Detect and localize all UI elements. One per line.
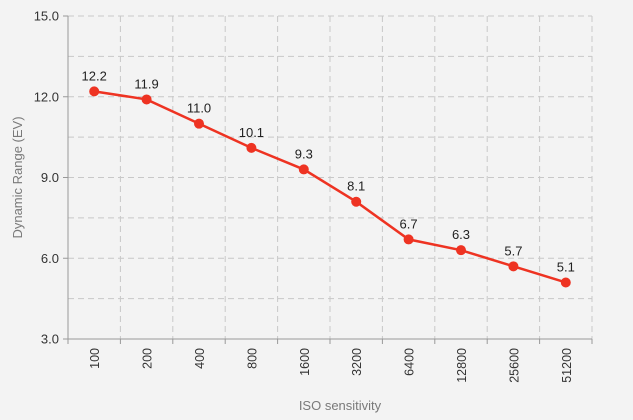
axes <box>63 15 593 344</box>
data-label: 9.3 <box>295 146 313 161</box>
data-label: 5.7 <box>504 243 522 258</box>
data-label: 11.0 <box>187 101 211 116</box>
data-point <box>298 164 309 175</box>
data-label: 5.1 <box>557 259 575 274</box>
data-label: 10.1 <box>239 125 264 140</box>
x-tick-labels: 100 200 400 800 1600 3200 6400 12800 25600 51200 <box>88 348 574 383</box>
data-label: 12.2 <box>82 68 107 83</box>
data-label: 6.7 <box>400 216 418 231</box>
data-labels: 12.2 11.9 11.0 10.1 9.3 8.1 6.7 6.3 5.7 5.1 <box>82 68 575 274</box>
y-tick-label: 12.0 <box>34 89 59 104</box>
series-dynamic-range <box>89 86 571 288</box>
x-tick-label: 400 <box>193 348 207 369</box>
data-point <box>89 86 100 97</box>
x-tick-label: 51200 <box>560 348 574 383</box>
x-tick-label: 12800 <box>455 348 469 383</box>
y-tick-label: 3.0 <box>41 332 59 347</box>
data-point <box>351 196 362 207</box>
x-tick-label: 3200 <box>350 348 364 376</box>
data-point <box>246 142 257 153</box>
data-point <box>194 118 204 129</box>
y-tick-label: 15.0 <box>34 9 59 24</box>
x-tick-label: 6400 <box>403 348 417 376</box>
data-label: 11.9 <box>134 76 158 91</box>
x-tick-label: 25600 <box>507 348 521 383</box>
y-axis-title: Dynamic Range (EV) <box>10 116 25 238</box>
data-point <box>560 277 571 288</box>
x-tick-label: 200 <box>141 348 155 369</box>
y-tick-label: 6.0 <box>41 251 59 266</box>
y-tick-labels: 3.0 6.0 9.0 12.0 15.0 <box>34 9 59 347</box>
y-tick-label: 9.0 <box>41 170 59 185</box>
x-tick-label: 100 <box>88 348 102 369</box>
series-line <box>94 90 567 284</box>
data-label: 6.3 <box>452 227 470 242</box>
x-axis-title: ISO sensitivity <box>299 398 382 413</box>
data-point <box>508 261 519 272</box>
data-point <box>403 234 414 245</box>
x-tick-label: 800 <box>245 348 259 369</box>
data-label: 8.1 <box>347 179 365 194</box>
x-tick-label: 1600 <box>298 348 312 376</box>
data-point <box>456 245 466 256</box>
grid-lines <box>68 15 593 339</box>
data-point <box>141 94 152 105</box>
